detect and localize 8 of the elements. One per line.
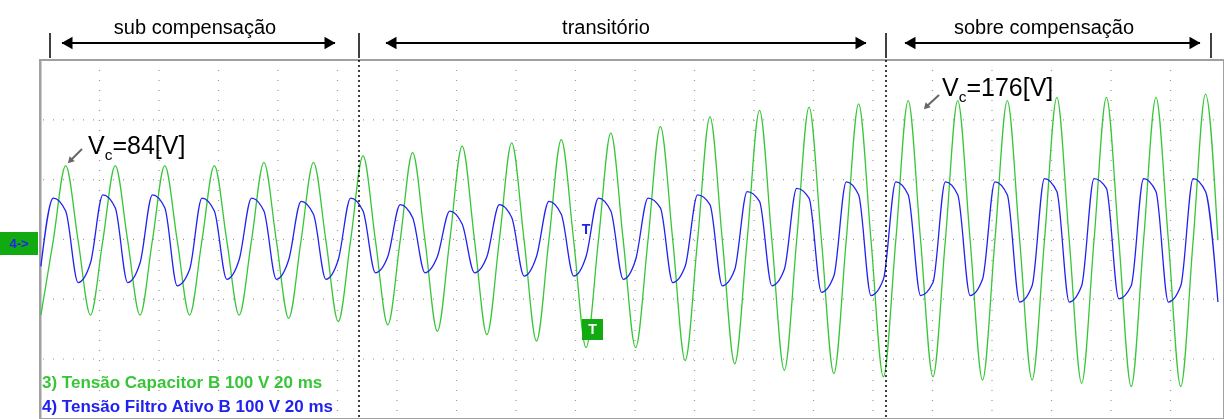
text: sub compensação [113, 16, 277, 38]
text: 4) Tensão Filtro Ativo B 100 V 20 ms [42, 397, 333, 416]
text: transitório [562, 16, 650, 38]
annotation: T [588, 321, 598, 337]
text: 4-> [9, 236, 29, 251]
text: 3) Tensão Capacitor B 100 V 20 ms [42, 373, 323, 392]
text: sobre compensação [953, 16, 1135, 38]
annotation: T [581, 221, 591, 237]
